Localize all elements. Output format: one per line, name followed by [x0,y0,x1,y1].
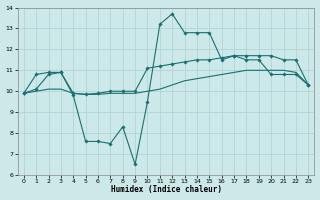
X-axis label: Humidex (Indice chaleur): Humidex (Indice chaleur) [110,185,221,194]
